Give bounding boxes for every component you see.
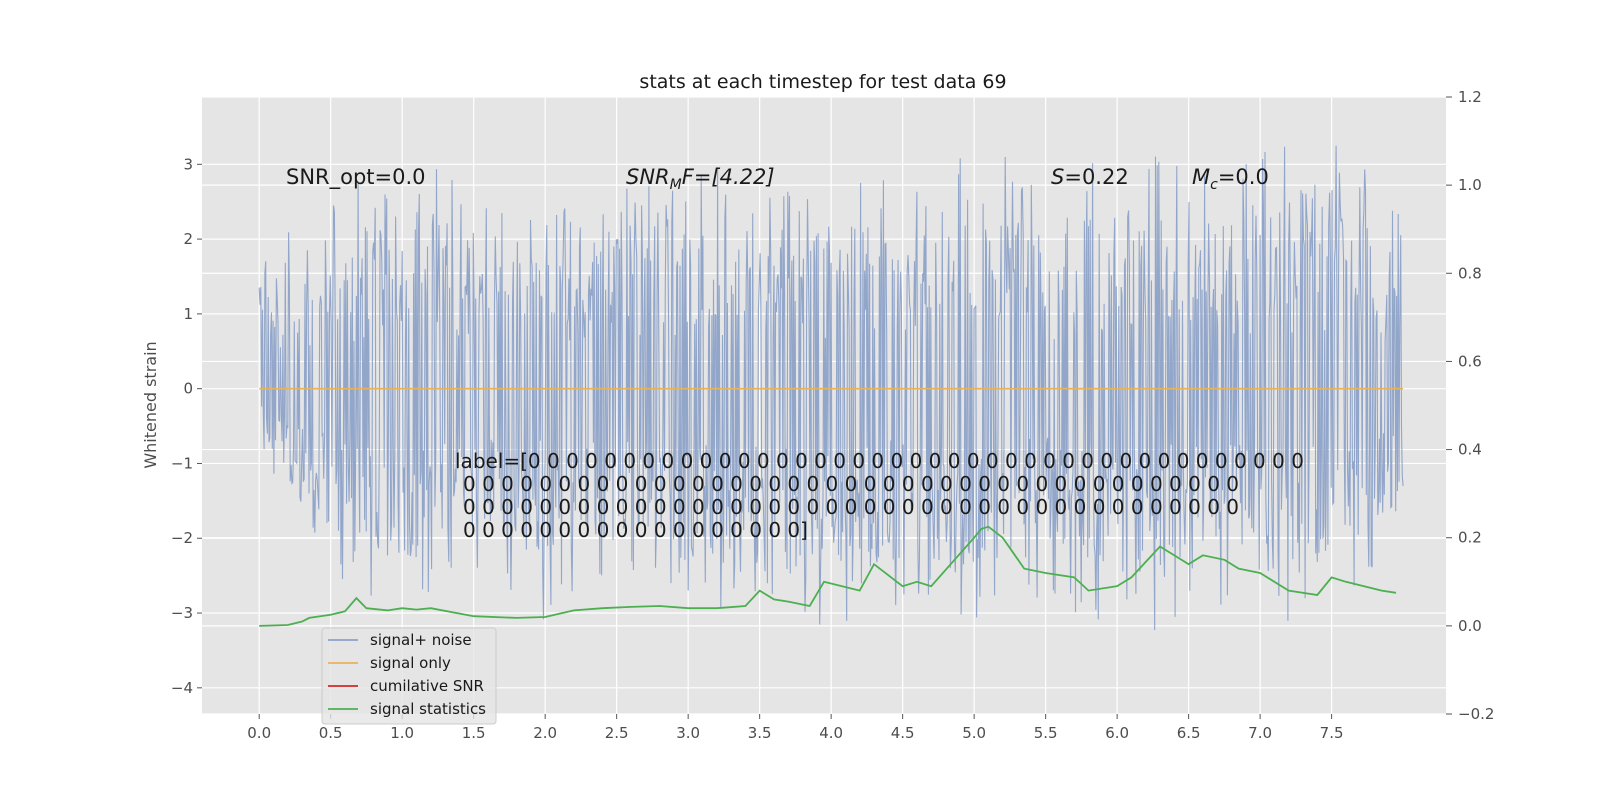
x-tick-label: 0.0 <box>247 724 271 742</box>
x-tick-label: 2.0 <box>533 724 557 742</box>
legend-label-cumilative-snr: cumilative SNR <box>370 677 484 695</box>
y-right-tick-label: 0.2 <box>1458 529 1482 547</box>
x-axis-ticks: 0.0 0.5 1.0 1.5 2.0 2.5 3.0 3.5 4.0 4.5 5.0 5.5 6.0 6… <box>247 714 1344 742</box>
annotation-s-symbol: S <box>1051 165 1064 189</box>
x-tick-label: 0.5 <box>319 724 343 742</box>
y-axis-right-ticks: 1.2 1.0 0.8 0.6 0.4 0.2 0.0 −0.2 <box>1446 88 1494 723</box>
annotation-mc-value: =0.0 <box>1218 165 1269 189</box>
annotation-mc-sub: c <box>1210 177 1218 193</box>
annotation-s: S=0.22 <box>1051 165 1129 189</box>
annotation-snr-mf-rest: F=[4.22] <box>682 165 775 189</box>
y-right-tick-label: 1.0 <box>1458 176 1482 194</box>
x-tick-label: 3.0 <box>676 724 700 742</box>
x-tick-label: 4.0 <box>819 724 843 742</box>
y-tick-label: 3 <box>183 155 193 173</box>
y-tick-label: −2 <box>171 529 193 547</box>
annotation-s-value: =0.22 <box>1064 165 1128 189</box>
label-line-1: label=[0 0 0 0 0 0 0 0 0 0 0 0 0 0 0 0 0… <box>455 449 1304 473</box>
chart-title: stats at each timestep for test data 69 <box>639 71 1006 93</box>
legend: signal+ noise signal only cumilative SNR… <box>321 627 497 725</box>
label-line-4: 0 0 0 0 0 0 0 0 0 0 0 0 0 0 0 0 0 0] <box>463 518 808 542</box>
y-tick-label: 1 <box>183 305 193 323</box>
y-tick-label: −3 <box>171 604 193 622</box>
signal-statistics-line <box>259 525 1397 627</box>
y-right-tick-label: 1.2 <box>1458 88 1482 106</box>
signal-plus-noise-series <box>258 145 1404 631</box>
annotation-snr-opt: SNR_opt=0.0 <box>286 165 426 190</box>
label-line-2: 0 0 0 0 0 0 0 0 0 0 0 0 0 0 0 0 0 0 0 0 … <box>463 472 1239 496</box>
y-tick-label: −4 <box>171 679 193 697</box>
label-annotation: label=[0 0 0 0 0 0 0 0 0 0 0 0 0 0 0 0 0… <box>455 449 1304 542</box>
annotation-snr-mf: SNRMF=[4.22] <box>626 165 775 193</box>
annotation-mc: Mc=0.0 <box>1192 165 1269 193</box>
x-tick-label: 6.5 <box>1177 724 1201 742</box>
x-tick-label: 6.0 <box>1105 724 1129 742</box>
legend-label-signal-only: signal only <box>370 654 451 672</box>
x-tick-label: 2.5 <box>605 724 629 742</box>
y-tick-label: 0 <box>183 380 193 398</box>
y-right-tick-label: 0.0 <box>1458 617 1482 635</box>
legend-label-signal-statistics: signal statistics <box>370 700 486 718</box>
y-axis-label: Whitened strain <box>141 341 160 468</box>
y-right-tick-label: 0.4 <box>1458 441 1482 459</box>
legend-label-signal-noise: signal+ noise <box>370 631 472 649</box>
y-right-tick-label: 0.8 <box>1458 264 1482 282</box>
x-tick-label: 3.5 <box>748 724 772 742</box>
y-right-tick-label: −0.2 <box>1458 705 1494 723</box>
x-tick-label: 7.0 <box>1248 724 1272 742</box>
y-tick-label: 2 <box>183 230 193 248</box>
x-tick-label: 7.5 <box>1320 724 1344 742</box>
y-right-tick-label: 0.6 <box>1458 352 1482 370</box>
line-series <box>259 387 1404 627</box>
y-axis-left-ticks: 3 2 1 0 −1 −2 −3 −4 <box>171 155 202 697</box>
legend-box <box>321 627 497 725</box>
x-tick-label: 4.5 <box>891 724 915 742</box>
x-tick-label: 1.0 <box>390 724 414 742</box>
y-tick-label: −1 <box>171 454 193 472</box>
signal-plus-noise-line <box>258 145 1404 631</box>
annotation-mc-symbol: M <box>1192 165 1210 189</box>
x-tick-label: 5.5 <box>1034 724 1058 742</box>
x-tick-label: 5.0 <box>962 724 986 742</box>
annotation-snr-mf-sub: M <box>670 177 682 193</box>
annotation-snr-mf-main: SNR <box>626 165 670 189</box>
label-line-3: 0 0 0 0 0 0 0 0 0 0 0 0 0 0 0 0 0 0 0 0 … <box>463 495 1239 519</box>
x-tick-label: 1.5 <box>462 724 486 742</box>
